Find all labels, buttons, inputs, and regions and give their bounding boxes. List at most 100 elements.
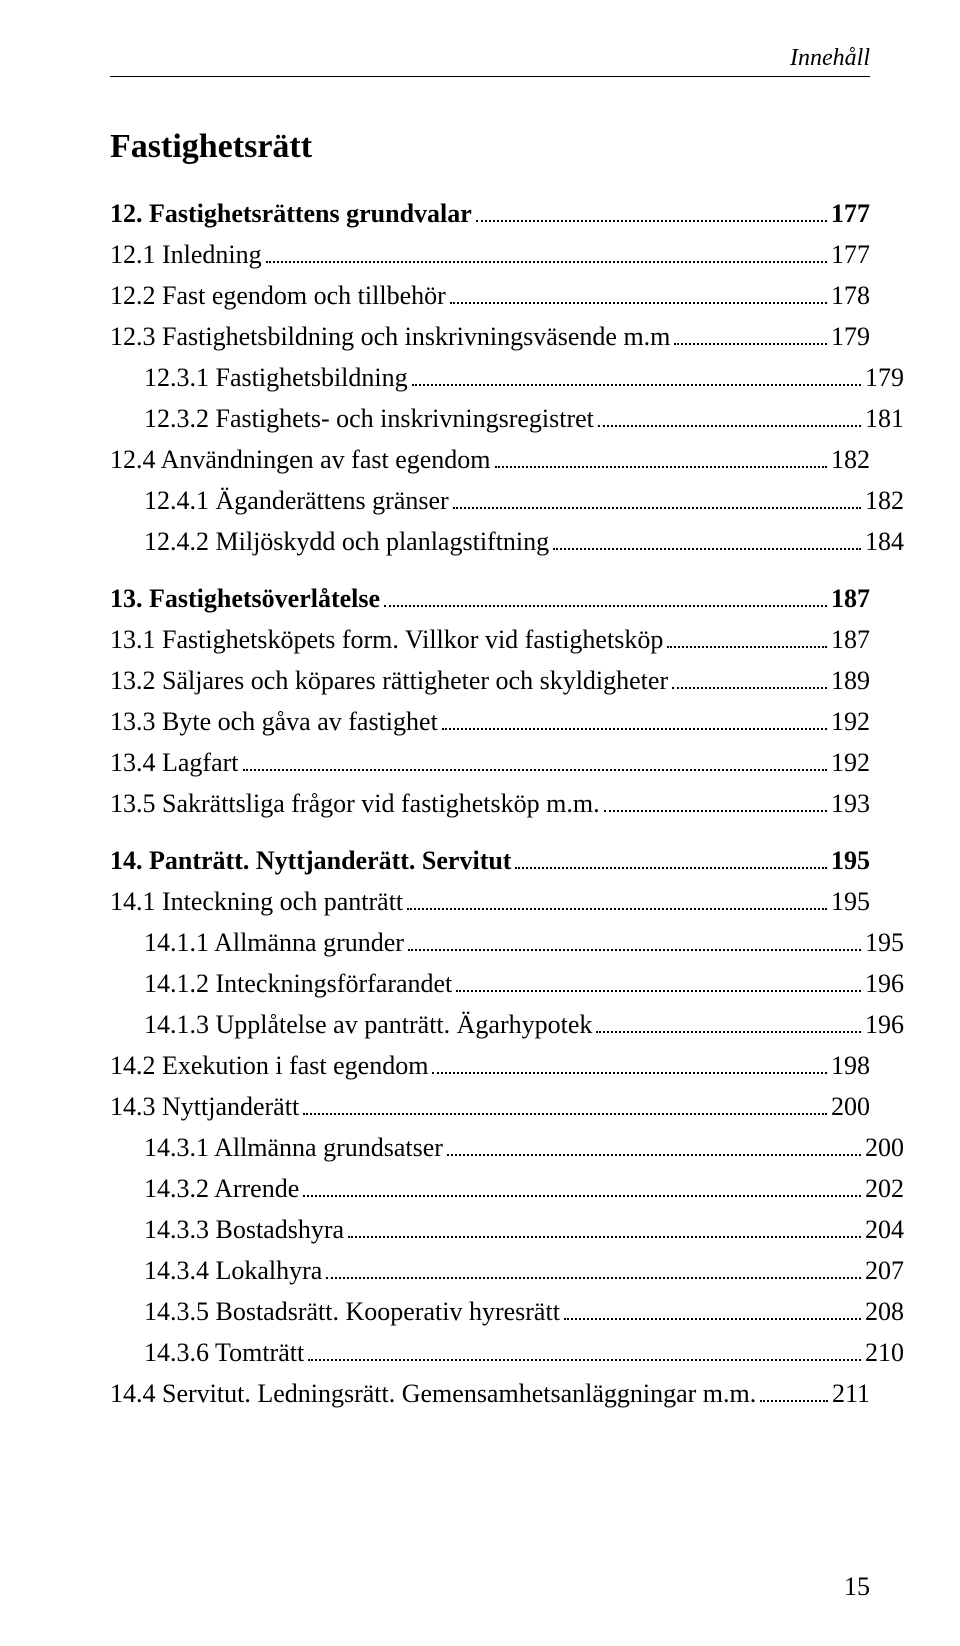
toc-page: 178 — [831, 276, 870, 315]
toc-label: 12.4.2 Miljöskydd och planlagstiftning — [144, 522, 549, 561]
toc-row: 13.5 Sakrättsliga frågor vid fastighetsk… — [110, 784, 870, 823]
toc-page: 195 — [831, 882, 870, 921]
toc-label: 12.1 Inledning — [110, 235, 262, 274]
toc-leader-dots — [303, 1110, 827, 1115]
toc-label: 13.4 Lagfart — [110, 743, 239, 782]
toc-leader-dots — [667, 643, 827, 648]
toc-leader-dots — [476, 217, 827, 222]
toc-page: 187 — [831, 579, 870, 618]
toc-row: 12.4.2 Miljöskydd och planlagstiftning 18… — [110, 522, 904, 561]
toc-page: 195 — [865, 923, 904, 962]
toc-leader-dots — [384, 602, 827, 607]
toc-label: 13.3 Byte och gåva av fastighet — [110, 702, 438, 741]
toc-label: 14.3.5 Bostadsrätt. Kooperativ hyresrätt — [144, 1292, 560, 1331]
toc-row: 12.3 Fastighetsbildning och inskrivnings… — [110, 317, 870, 356]
toc-label: 14.3.6 Tomträtt — [144, 1333, 304, 1372]
toc-label: 12.3.2 Fastighets- och inskrivningsregis… — [144, 399, 594, 438]
toc-label: 12.3 Fastighetsbildning och inskrivnings… — [110, 317, 670, 356]
toc-leader-dots — [408, 946, 861, 951]
toc-page: 179 — [831, 317, 870, 356]
toc-label: 13. Fastighetsöverlåtelse — [110, 579, 380, 618]
toc-leader-dots — [407, 905, 827, 910]
toc-row: 12.4 Användningen av fast egendom182 — [110, 440, 870, 479]
table-of-contents: 12. Fastighetsrättens grundvalar17712.1 … — [110, 194, 870, 1413]
toc-page: 184 — [865, 522, 904, 561]
toc-label: 14.3.2 Arrende — [144, 1169, 299, 1208]
toc-page: 177 — [831, 235, 870, 274]
toc-row: 14.1.1 Allmänna grunder 195 — [110, 923, 904, 962]
toc-page: 181 — [865, 399, 904, 438]
toc-row: 14.3.4 Lokalhyra207 — [110, 1251, 904, 1290]
toc-page: 196 — [865, 1005, 904, 1044]
toc-label: 13.1 Fastighetsköpets form. Villkor vid … — [110, 620, 663, 659]
page-number: 15 — [844, 1567, 870, 1606]
toc-leader-dots — [243, 766, 827, 771]
toc-row: 13.2 Säljares och köpares rättigheter oc… — [110, 661, 870, 700]
running-header: Innehåll — [110, 40, 870, 77]
toc-page: 210 — [865, 1333, 904, 1372]
toc-row: 14.1.3 Upplåtelse av panträtt. Ägarhypot… — [110, 1005, 904, 1044]
toc-leader-dots — [674, 340, 827, 345]
toc-label: 14.3 Nyttjanderätt — [110, 1087, 299, 1126]
toc-row: 13.1 Fastighetsköpets form. Villkor vid … — [110, 620, 870, 659]
toc-label: 14.1.3 Upplåtelse av panträtt. Ägarhypot… — [144, 1005, 592, 1044]
toc-label: 14. Panträtt. Nyttjanderätt. Servitut — [110, 841, 511, 880]
toc-row: 13. Fastighetsöverlåtelse 187 — [110, 579, 870, 618]
toc-row: 14.4 Servitut. Ledningsrätt. Gemensamhet… — [110, 1374, 870, 1413]
toc-label: 14.1 Inteckning och panträtt — [110, 882, 403, 921]
toc-leader-dots — [266, 258, 827, 263]
toc-row: 12.1 Inledning 177 — [110, 235, 870, 274]
toc-leader-dots — [326, 1274, 861, 1279]
toc-row: 14.3.5 Bostadsrätt. Kooperativ hyresrätt… — [110, 1292, 904, 1331]
toc-label: 14.1.1 Allmänna grunder — [144, 923, 404, 962]
toc-page: 193 — [831, 784, 870, 823]
toc-page: 182 — [865, 481, 904, 520]
toc-row: 14.3.6 Tomträtt 210 — [110, 1333, 904, 1372]
toc-page: 200 — [831, 1087, 870, 1126]
toc-row: 12. Fastighetsrättens grundvalar 177 — [110, 194, 870, 233]
running-title: Innehåll — [790, 40, 870, 76]
toc-label: 14.3.3 Bostadshyra — [144, 1210, 344, 1249]
toc-label: 12.2 Fast egendom och tillbehör — [110, 276, 446, 315]
toc-row: 12.2 Fast egendom och tillbehör 178 — [110, 276, 870, 315]
toc-leader-dots — [760, 1397, 828, 1402]
toc-page: 179 — [865, 358, 904, 397]
toc-page: 204 — [865, 1210, 904, 1249]
toc-page: 196 — [865, 964, 904, 1003]
toc-row: 12.3.2 Fastighets- och inskrivningsregis… — [110, 399, 904, 438]
toc-row: 12.4.1 Äganderättens gränser182 — [110, 481, 904, 520]
toc-row: 13.4 Lagfart192 — [110, 743, 870, 782]
toc-leader-dots — [308, 1356, 861, 1361]
toc-page: 189 — [831, 661, 870, 700]
toc-page: 182 — [831, 440, 870, 479]
toc-leader-dots — [515, 864, 827, 869]
toc-row: 14.3.1 Allmänna grundsatser200 — [110, 1128, 904, 1167]
toc-label: 12.3.1 Fastighetsbildning — [144, 358, 408, 397]
toc-page: 177 — [831, 194, 870, 233]
toc-leader-dots — [303, 1192, 861, 1197]
toc-leader-dots — [553, 545, 861, 550]
toc-page: 198 — [831, 1046, 870, 1085]
toc-page: 195 — [831, 841, 870, 880]
toc-row: 14.3 Nyttjanderätt 200 — [110, 1087, 870, 1126]
toc-label: 12. Fastighetsrättens grundvalar — [110, 194, 472, 233]
toc-label: 13.5 Sakrättsliga frågor vid fastighetsk… — [110, 784, 600, 823]
toc-row: 14.1.2 Inteckningsförfarandet 196 — [110, 964, 904, 1003]
toc-row: 12.3.1 Fastighetsbildning 179 — [110, 358, 904, 397]
toc-leader-dots — [604, 807, 827, 812]
toc-row: 14.1 Inteckning och panträtt 195 — [110, 882, 870, 921]
toc-page: 207 — [865, 1251, 904, 1290]
toc-label: 14.2 Exekution i fast egendom — [110, 1046, 428, 1085]
toc-label: 14.4 Servitut. Ledningsrätt. Gemensamhet… — [110, 1374, 756, 1413]
toc-label: 13.2 Säljares och köpares rättigheter oc… — [110, 661, 668, 700]
toc-leader-dots — [456, 987, 861, 992]
toc-leader-dots — [432, 1069, 827, 1074]
toc-leader-dots — [442, 725, 827, 730]
toc-row: 14.3.2 Arrende202 — [110, 1169, 904, 1208]
toc-leader-dots — [495, 463, 827, 468]
toc-label: 14.1.2 Inteckningsförfarandet — [144, 964, 452, 1003]
toc-page: 208 — [865, 1292, 904, 1331]
toc-leader-dots — [447, 1151, 861, 1156]
toc-leader-dots — [450, 299, 827, 304]
toc-page: 200 — [865, 1128, 904, 1167]
